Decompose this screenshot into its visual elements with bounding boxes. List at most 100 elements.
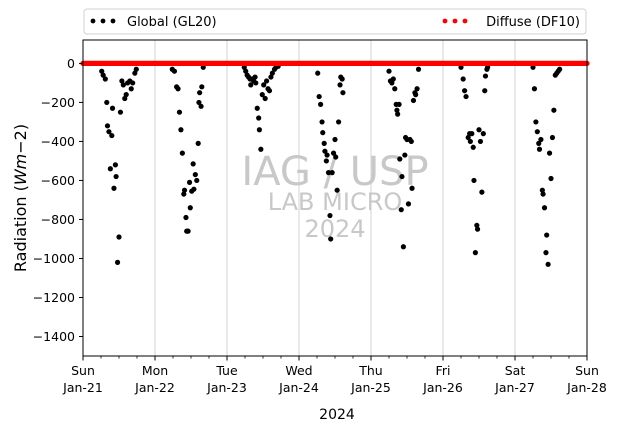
global-point	[264, 78, 270, 84]
global-point	[536, 140, 542, 146]
global-point	[482, 73, 489, 79]
global-point	[413, 92, 419, 98]
x-tick-label-date: Jan-27	[494, 380, 535, 395]
global-point	[248, 82, 254, 88]
global-point	[130, 80, 136, 86]
global-point	[480, 131, 486, 137]
legend-dot-global	[110, 18, 116, 24]
global-point	[399, 173, 405, 180]
y-axis-label-unit: Wm	[11, 154, 30, 185]
global-point	[321, 140, 327, 146]
global-point	[540, 191, 546, 197]
global-point	[392, 86, 398, 92]
global-point	[102, 76, 108, 82]
global-point	[548, 175, 554, 182]
global-point	[100, 72, 106, 78]
global-point	[181, 191, 187, 197]
global-point	[181, 187, 188, 193]
global-point	[106, 129, 112, 135]
legend-box	[83, 8, 587, 35]
watermark-line-3: 2024	[304, 215, 365, 243]
global-point	[462, 88, 468, 94]
x-tick-label-date: Jan-28	[566, 380, 607, 395]
global-point	[414, 86, 420, 92]
global-point	[324, 152, 330, 158]
global-point	[133, 66, 139, 72]
y-tick-label: −800	[41, 212, 75, 227]
global-point	[191, 186, 197, 192]
legend-dot-global	[90, 18, 96, 24]
global-point	[107, 166, 113, 172]
global-point	[99, 68, 105, 74]
global-point	[196, 99, 202, 106]
y-tick-label: 0	[67, 56, 75, 71]
global-point	[241, 64, 247, 70]
global-point	[111, 185, 117, 191]
x-tick-label-day: Sun	[71, 363, 95, 378]
global-point	[194, 177, 200, 184]
legend-marker-diffuse	[442, 18, 468, 24]
global-point	[175, 86, 181, 92]
global-point	[460, 76, 466, 82]
global-point	[316, 93, 322, 100]
x-tick-label-date: Jan-24	[278, 380, 319, 395]
global-point	[256, 115, 262, 121]
global-point	[530, 64, 536, 70]
global-point	[415, 66, 422, 72]
x-tick-label-day: Wed	[285, 363, 312, 378]
x-tick-label-day: Thu	[358, 363, 382, 378]
x-tick-label-date: Jan-25	[350, 380, 391, 395]
global-point	[176, 109, 183, 115]
global-point	[470, 144, 476, 150]
x-tick-label-day: Mon	[142, 363, 168, 378]
global-point	[113, 173, 119, 180]
global-point	[325, 170, 332, 176]
global-point	[171, 68, 178, 74]
global-point	[395, 111, 401, 117]
y-axis-label-main: Radiation (	[11, 185, 30, 272]
global-point	[533, 119, 539, 125]
global-point	[465, 134, 471, 141]
global-point	[256, 127, 262, 133]
global-point	[536, 146, 543, 152]
global-point	[549, 134, 556, 141]
global-point	[541, 205, 548, 211]
global-point	[258, 146, 264, 152]
global-point	[254, 105, 260, 111]
global-point	[319, 119, 325, 125]
global-point	[327, 212, 333, 219]
global-point	[187, 205, 193, 211]
global-point	[337, 82, 343, 88]
global-point	[195, 140, 201, 146]
y-axis: 0 −200 −400 −600 −800 −1000 −1200 −1400	[33, 56, 83, 344]
global-point	[119, 78, 125, 84]
series-diffuse	[80, 60, 590, 67]
legend-dot-diffuse	[452, 18, 458, 24]
global-point	[190, 161, 196, 167]
y-tick-label: −1200	[33, 290, 75, 305]
global-point	[408, 138, 414, 145]
x-tick-label-day: Fri	[436, 363, 451, 378]
global-point	[132, 70, 138, 76]
global-point	[463, 93, 469, 100]
global-point	[340, 90, 346, 96]
watermark-line-2: LAB MICRO	[268, 188, 403, 216]
global-point	[178, 127, 184, 133]
global-point	[482, 88, 488, 94]
y-tick-label: −600	[41, 173, 75, 188]
x-tick-label-day: Sat	[505, 363, 526, 378]
global-point	[474, 226, 481, 232]
legend-dot-diffuse	[442, 18, 448, 24]
grid	[154, 40, 516, 356]
global-point	[268, 74, 274, 80]
global-point	[544, 232, 550, 238]
global-point	[200, 64, 206, 70]
global-point	[332, 136, 338, 143]
y-tick-label: −1000	[33, 251, 75, 266]
global-point	[400, 244, 406, 250]
global-point	[320, 130, 326, 136]
global-point	[323, 158, 329, 164]
global-point	[402, 152, 408, 158]
global-point	[315, 70, 321, 76]
